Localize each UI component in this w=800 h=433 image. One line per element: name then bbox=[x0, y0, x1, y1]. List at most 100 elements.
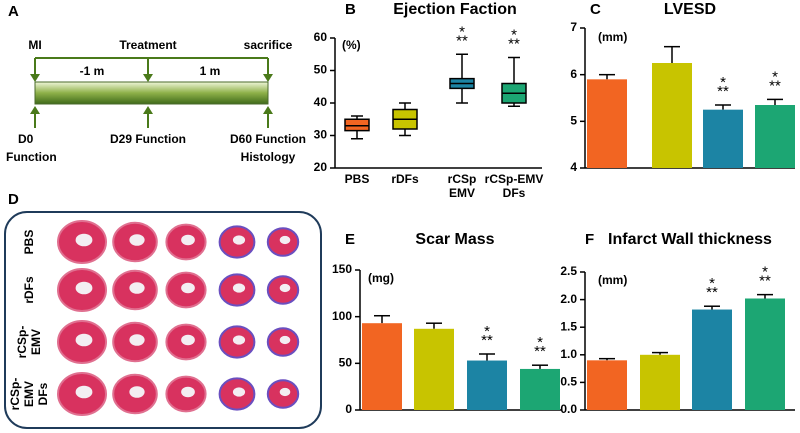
heart-lumen bbox=[181, 334, 195, 346]
heart-lumen bbox=[181, 282, 195, 294]
x-tick-label: rCSp-EMV DFs bbox=[485, 172, 544, 200]
axis-unit: (mm) bbox=[598, 273, 627, 287]
row-label: rCSp- bbox=[15, 326, 29, 359]
axis-unit: (mg) bbox=[368, 271, 394, 285]
y-tick-label: 6 bbox=[570, 67, 577, 81]
heart-lumen bbox=[75, 233, 93, 247]
heart-lumen bbox=[75, 281, 93, 295]
significance: * ** bbox=[534, 334, 546, 360]
panel-label: D bbox=[8, 191, 19, 208]
significance: * ** bbox=[508, 26, 520, 52]
x-tick-label: PBS bbox=[345, 172, 370, 186]
timepoint-label: Function bbox=[6, 150, 57, 164]
heart-lumen bbox=[232, 387, 246, 397]
bar bbox=[640, 354, 680, 410]
heart-lumen bbox=[129, 334, 145, 346]
axis-unit: (%) bbox=[342, 38, 361, 52]
y-tick-label: 100 bbox=[332, 309, 352, 323]
x-tick-label: rCSp EMV bbox=[448, 172, 477, 200]
heart-lumen bbox=[232, 235, 246, 245]
box bbox=[344, 118, 370, 132]
timepoint-label: Histology bbox=[241, 150, 296, 164]
heart-lumen bbox=[181, 234, 195, 246]
bar bbox=[414, 328, 454, 410]
chart-title: Scar Mass bbox=[415, 231, 494, 248]
y-tick-label: 60 bbox=[314, 30, 328, 44]
heart-lumen bbox=[181, 386, 195, 398]
timeline-label: MI bbox=[28, 38, 41, 52]
histology-frame bbox=[4, 211, 322, 429]
timeline-bar bbox=[34, 81, 269, 105]
row-label: rCSp- bbox=[8, 378, 22, 411]
panel-label: A bbox=[8, 3, 19, 20]
significance: * ** bbox=[481, 323, 493, 349]
chart-title: Ejection Faction bbox=[393, 1, 517, 18]
interval-label: -1 m bbox=[80, 64, 105, 78]
panel-label: C bbox=[590, 1, 601, 18]
row-label: EMV bbox=[22, 381, 36, 407]
chart-title: LVESD bbox=[664, 1, 716, 18]
significance: * ** bbox=[456, 23, 468, 49]
bar bbox=[652, 63, 692, 168]
timepoint-label: D29 Function bbox=[110, 132, 186, 146]
heart-lumen bbox=[129, 386, 145, 398]
timepoint-label: D60 Function bbox=[230, 132, 306, 146]
axis-unit: (mm) bbox=[598, 30, 627, 44]
heart-lumen bbox=[279, 387, 291, 397]
heart-lumen bbox=[279, 335, 291, 345]
bar bbox=[587, 360, 627, 410]
panel-label: E bbox=[345, 231, 355, 248]
timeline-label: Treatment bbox=[119, 38, 176, 52]
bar bbox=[587, 79, 627, 168]
bar bbox=[362, 323, 402, 410]
panel-label: F bbox=[585, 231, 594, 248]
bar bbox=[755, 105, 795, 168]
heart-lumen bbox=[129, 234, 145, 246]
bar bbox=[467, 360, 507, 410]
heart-lumen bbox=[232, 335, 246, 345]
y-tick-label: 0.0 bbox=[560, 402, 577, 416]
interval-label: 1 m bbox=[200, 64, 221, 78]
y-tick-label: 2.5 bbox=[560, 264, 577, 278]
y-tick-label: 4 bbox=[570, 160, 577, 174]
timepoint-label: D0 bbox=[18, 132, 34, 146]
x-tick-label: rDFs bbox=[391, 172, 419, 186]
y-tick-label: 50 bbox=[314, 63, 328, 77]
y-tick-label: 30 bbox=[314, 128, 328, 142]
row-label: rDFs bbox=[22, 276, 36, 304]
heart-lumen bbox=[75, 333, 93, 347]
heart-lumen bbox=[129, 282, 145, 294]
y-tick-label: 0.5 bbox=[560, 375, 577, 389]
y-tick-label: 7 bbox=[570, 20, 577, 34]
y-tick-label: 1.5 bbox=[560, 319, 577, 333]
timeline-arrows bbox=[30, 57, 273, 128]
y-tick-label: 5 bbox=[570, 114, 577, 128]
timeline-label: sacrifice bbox=[244, 38, 293, 52]
y-tick-label: 1.0 bbox=[560, 347, 577, 361]
bar bbox=[692, 309, 732, 410]
row-label: PBS bbox=[22, 230, 36, 255]
y-tick-label: 20 bbox=[314, 160, 328, 174]
significance: * ** bbox=[759, 264, 771, 290]
row-label: EMV bbox=[29, 329, 43, 355]
significance: * ** bbox=[769, 68, 781, 94]
y-tick-label: 50 bbox=[339, 356, 353, 370]
heart-lumen bbox=[279, 235, 291, 245]
row-label: DFs bbox=[36, 382, 50, 405]
heart-lumen bbox=[75, 385, 93, 399]
panel-label: B bbox=[345, 1, 356, 18]
significance: * ** bbox=[717, 74, 729, 100]
y-tick-label: 150 bbox=[332, 262, 352, 276]
bar bbox=[520, 368, 560, 410]
bar bbox=[703, 109, 743, 168]
heart-lumen bbox=[279, 283, 291, 293]
heart-lumen bbox=[232, 283, 246, 293]
y-tick-label: 40 bbox=[314, 95, 328, 109]
bar bbox=[745, 298, 785, 410]
chart-title: Infarct Wall thickness bbox=[608, 231, 772, 248]
significance: * ** bbox=[706, 275, 718, 301]
y-tick-label: 2.0 bbox=[560, 292, 577, 306]
y-tick-label: 0 bbox=[345, 402, 352, 416]
